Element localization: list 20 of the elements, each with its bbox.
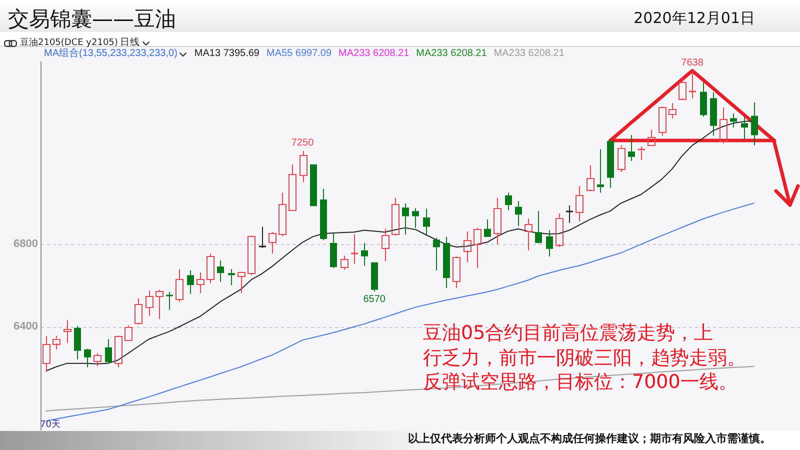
text: 以上仅代表分析师个人观点不构成任何操作建议；期市有风险入市需谨慎。 [408, 432, 771, 446]
annotation: 7638 [681, 57, 704, 68]
annotation: 7250 [291, 138, 314, 149]
annotation: 行乏力，前市一阴破三阳，趋势走弱。 [423, 347, 746, 369]
text: 2020年12月01日 [634, 9, 755, 28]
legend-title: MA组合(13,55,233,233,233,0) [44, 48, 178, 60]
text: MA55 6997.09 [266, 48, 332, 60]
annotation: 70天 [40, 420, 60, 430]
text: MA233 6208.21 [494, 48, 564, 60]
legend-label: MA233 6208.21 [416, 48, 487, 60]
text: MA13 7395.69 [194, 48, 260, 60]
y-tick-label: 6800 [14, 238, 38, 250]
chart-subtitle: 豆油2105(DCE y2105) [20, 38, 118, 48]
annotation: 豆油05合约目前高位震荡走势，上 [423, 322, 714, 344]
annotation: 6570 [363, 294, 386, 306]
text: 日线 [120, 37, 140, 48]
legend-label: MA233 6208.21 [338, 48, 410, 60]
chart-title: 交易锦囊——豆油 [8, 7, 176, 32]
y-tick-label: 6400 [14, 320, 38, 333]
annotation: 反弹试空思路，目标位：7000一线。 [423, 371, 738, 393]
